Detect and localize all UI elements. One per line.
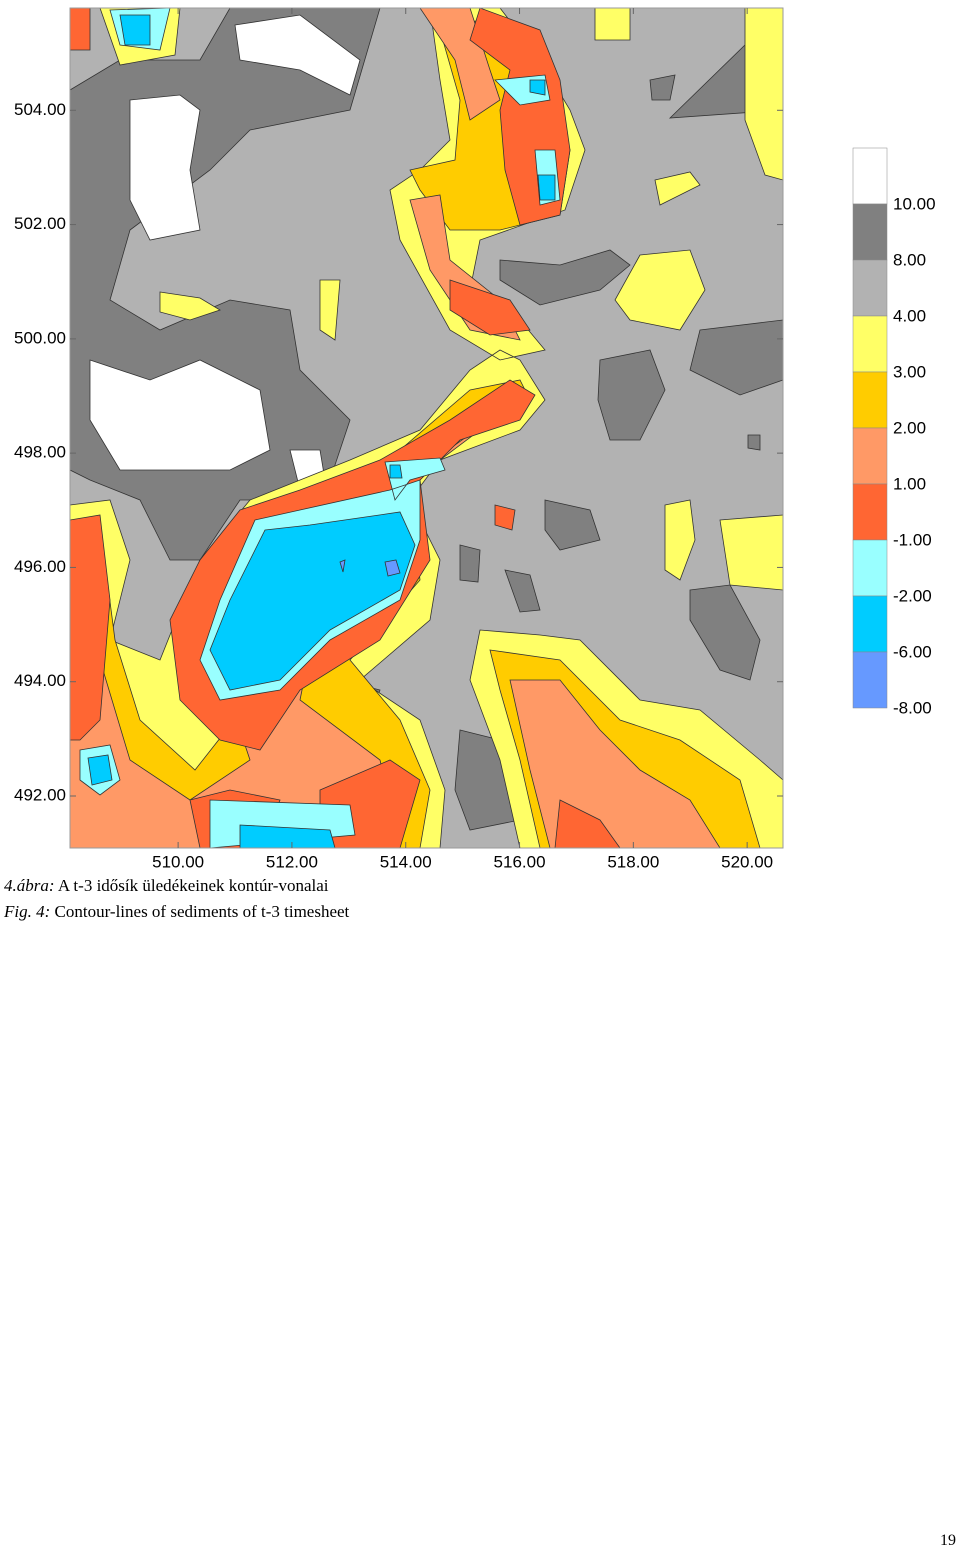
colorbar-box	[852, 371, 888, 429]
colorbar-box	[852, 203, 888, 261]
colorbar-box	[852, 427, 888, 485]
colorbar-box	[852, 595, 888, 653]
caption-hu: 4.ábra: A t-3 idősík üledékeinek kontúr-…	[4, 876, 329, 896]
y-tick-label: 504.00	[14, 100, 66, 119]
colorbar-label: 10.00	[893, 194, 936, 213]
caption-text: Contour-lines of sediments of t-3 timesh…	[54, 902, 350, 921]
colorbar-box	[852, 259, 888, 317]
colorbar-label: -8.00	[893, 698, 932, 717]
colorbar-box	[852, 315, 888, 373]
y-tick-label: 496.00	[14, 557, 66, 576]
colorbar-label: 4.00	[893, 306, 926, 325]
colorbar-label: -2.00	[893, 586, 932, 605]
colorbar-label: 8.00	[893, 250, 926, 269]
colorbar-label: 1.00	[893, 474, 926, 493]
x-tick-label: 518.00	[607, 852, 659, 870]
y-tick-label: 494.00	[14, 671, 66, 690]
colorbar-label: 3.00	[893, 362, 926, 381]
colorbar-label: 2.00	[893, 418, 926, 437]
x-tick-label: 510.00	[152, 852, 204, 870]
contour-fill	[339, 559, 401, 577]
page-number: 19	[940, 1532, 956, 1549]
y-tick-label: 500.00	[14, 328, 66, 347]
caption-en: Fig. 4: Contour-lines of sediments of t-…	[4, 902, 349, 922]
y-tick-label: 498.00	[14, 443, 66, 462]
colorbar: 10.00 8.00 4.00 3.00 2.00 1.00 -1.00 -2.00 -6.00…	[852, 147, 936, 717]
colorbar-label: -6.00	[893, 642, 932, 661]
contour-fill	[87, 14, 556, 848]
contour-map	[70, 8, 783, 848]
contour-fill	[89, 14, 361, 756]
y-tick-label: 492.00	[14, 785, 66, 804]
chart: 510.00 512.00 514.00 516.00 518.00 520.00 492.…	[14, 7, 936, 871]
colorbar-label: -1.00	[893, 530, 932, 549]
colorbar-box	[852, 483, 888, 541]
colorbar-box	[852, 147, 888, 205]
contour-fill	[79, 8, 561, 848]
caption-label: 4.ábra:	[4, 876, 55, 895]
contour-fill	[70, 8, 721, 848]
y-tick-label: 502.00	[14, 214, 66, 233]
axes: 510.00 512.00 514.00 516.00 518.00 520.00 492.…	[14, 8, 783, 871]
colorbar-box	[852, 539, 888, 597]
x-tick-label: 520.00	[721, 852, 773, 870]
x-tick-label: 516.00	[494, 852, 546, 870]
x-tick-label: 514.00	[380, 852, 432, 870]
plot-frame	[69, 7, 784, 849]
colorbar-box	[852, 651, 888, 709]
x-tick-label: 512.00	[266, 852, 318, 870]
caption-label: Fig. 4:	[4, 902, 51, 921]
caption-text: A t-3 idősík üledékeinek kontúr-vonalai	[57, 876, 329, 895]
